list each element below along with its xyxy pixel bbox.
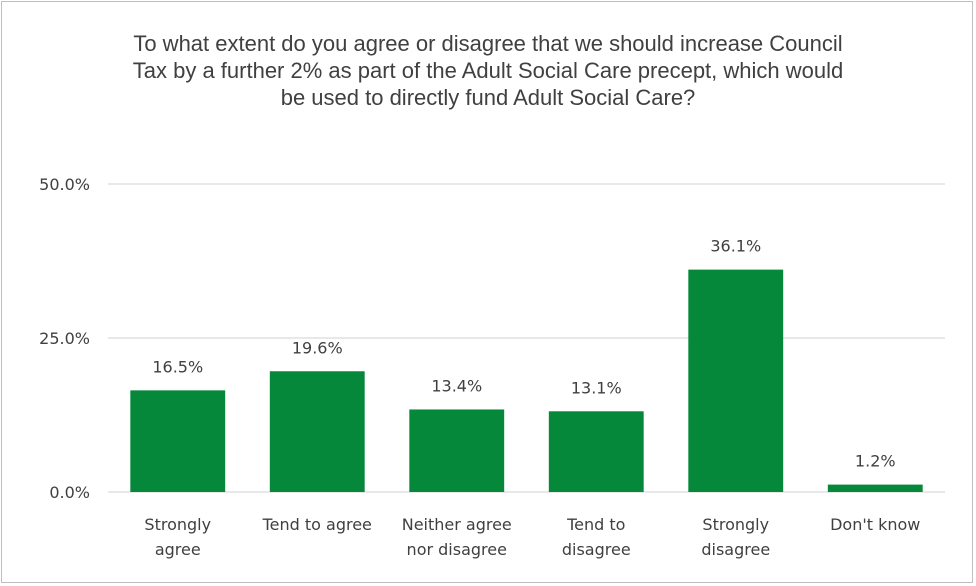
data-labels: 16.5% 19.6% 13.4% 13.1% 36.1% 1.2% <box>152 237 895 471</box>
y-tick-label: 50.0% <box>39 175 90 194</box>
x-category-label: Tend to disagree <box>562 515 631 559</box>
data-label: 1.2% <box>855 452 896 471</box>
data-label: 13.4% <box>431 376 482 395</box>
x-category-label: Neither agree nor disagree <box>402 515 512 559</box>
data-label: 13.1% <box>571 378 622 397</box>
x-category-label-line: Strongly <box>702 515 769 534</box>
data-label: 19.6% <box>292 338 343 357</box>
x-axis-category-labels: Strongly agree Tend to agree Neither agree n… <box>144 515 920 559</box>
x-category-label: Strongly agree <box>144 515 211 559</box>
bar <box>409 409 505 492</box>
bar <box>269 371 365 492</box>
bar <box>548 411 644 492</box>
x-category-label-line: Neither agree <box>402 515 512 534</box>
x-category-label-line: Tend to agree <box>262 515 372 534</box>
x-category-label-line: nor disagree <box>407 540 507 559</box>
x-category-label-line: Strongly <box>144 515 211 534</box>
y-tick-label: 25.0% <box>39 329 90 348</box>
bar <box>688 269 784 492</box>
x-category-label: Strongly disagree <box>701 515 770 559</box>
x-category-label-line: agree <box>155 540 201 559</box>
bar <box>827 484 923 492</box>
y-tick-label: 0.0% <box>49 483 90 502</box>
y-axis-tick-labels: 0.0% 25.0% 50.0% <box>39 175 90 502</box>
data-label: 16.5% <box>152 357 203 376</box>
bar <box>130 390 226 492</box>
x-category-label-line: Don't know <box>830 515 920 534</box>
x-category-label-line: Tend to <box>566 515 625 534</box>
x-category-label-line: disagree <box>701 540 770 559</box>
bars <box>130 269 923 492</box>
gridlines <box>108 183 945 493</box>
x-category-label-line: disagree <box>562 540 631 559</box>
chart-title: To what extent do you agree or disagree … <box>132 31 844 110</box>
data-label: 36.1% <box>710 237 761 256</box>
x-category-label: Don't know <box>830 515 920 534</box>
x-category-label: Tend to agree <box>262 515 372 534</box>
